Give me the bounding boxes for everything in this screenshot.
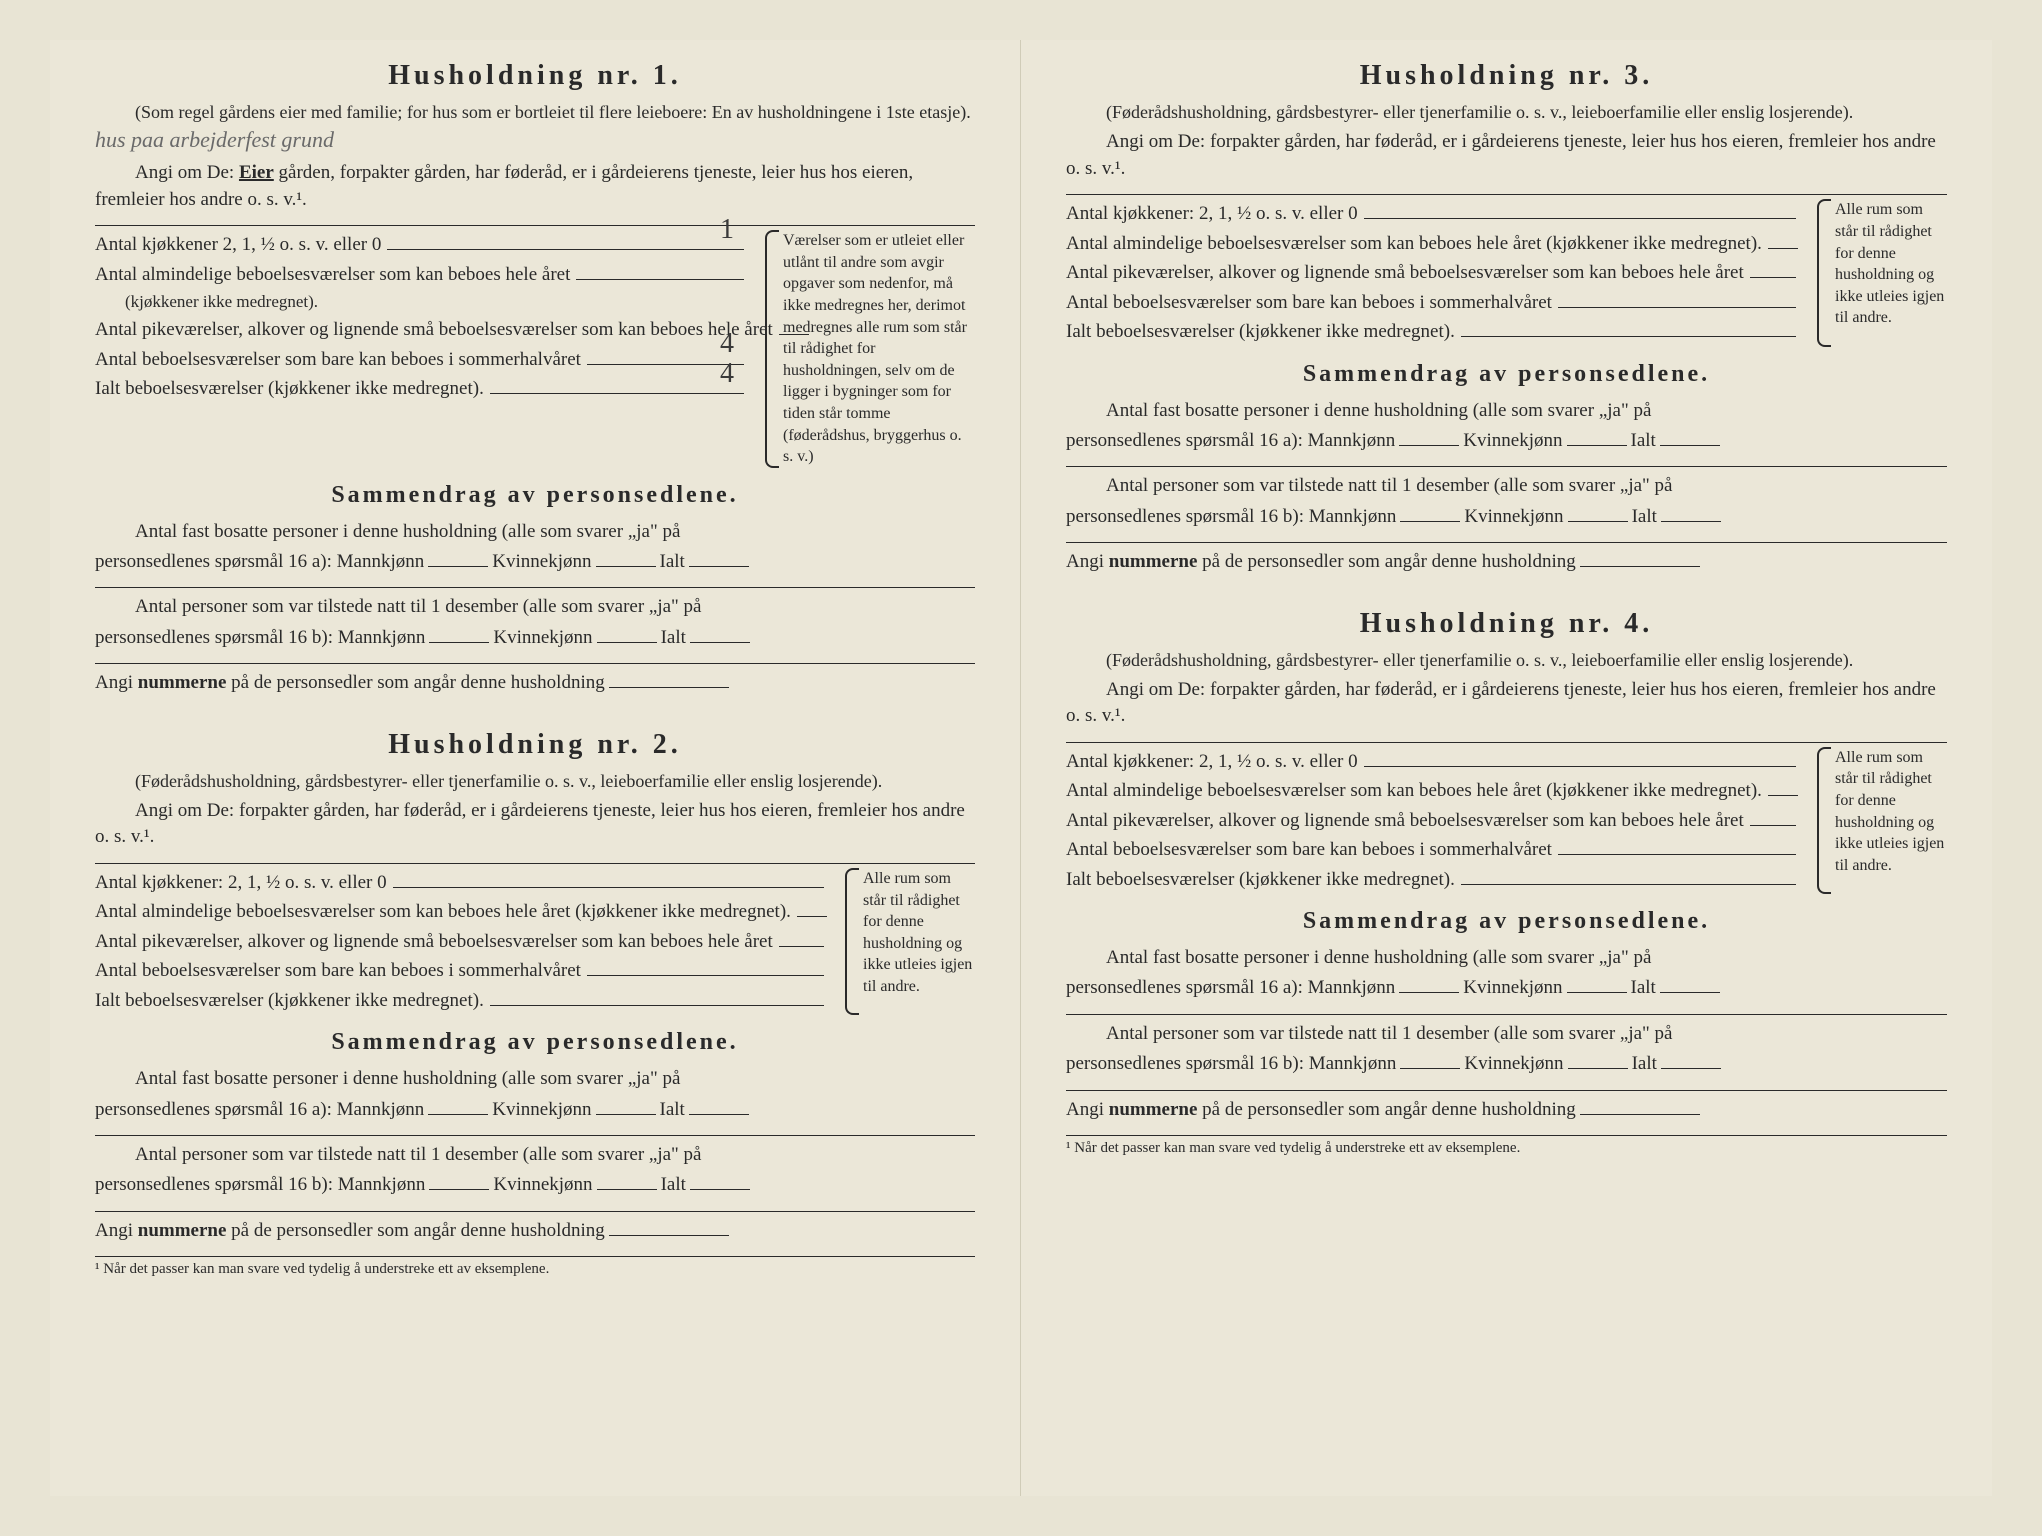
- brace-icon: [845, 868, 859, 1015]
- divider: [1066, 194, 1947, 195]
- household-1-title: Husholdning nr. 1.: [95, 60, 975, 92]
- summary-3-line3: Angi nummerne på de personsedler som ang…: [1066, 547, 1947, 577]
- row-kitchens: Antal kjøkkener: 2, 1, ½ o. s. v. eller …: [95, 868, 830, 897]
- row-total-rooms: Ialt beboelsesværelser (kjøkkener ikke m…: [1066, 865, 1802, 894]
- household-3-instruction: Angi om De: forpakter gården, har føderå…: [1066, 129, 1947, 182]
- household-4-instruction: Angi om De: forpakter gården, har føderå…: [1066, 677, 1947, 730]
- summary-title-3: Sammendrag av personsedlene.: [1066, 361, 1947, 388]
- row-summer-rooms: Antal beboelsesværelser som bare kan beb…: [1066, 835, 1802, 864]
- page-left: Husholdning nr. 1. (Som regel gårdens ei…: [50, 40, 1021, 1496]
- row-rooms-year: Antal almindelige beboelsesværelser som …: [95, 260, 750, 289]
- summary-2-line2a: Antal personer som var tilstede natt til…: [95, 1140, 975, 1170]
- row-kitchens: Antal kjøkkener 2, 1, ½ o. s. v. eller 0…: [95, 230, 750, 259]
- row-summer-rooms: Antal beboelsesværelser som bare kan beb…: [95, 345, 750, 374]
- summary-3-line1b: personsedlenes spørsmål 16 a): Mannkjønn…: [1066, 426, 1947, 456]
- footnote-left: ¹ Når det passer kan man svare ved tydel…: [95, 1261, 975, 1278]
- household-3-subtitle: (Føderådshusholdning, gårdsbestyrer- ell…: [1066, 100, 1947, 125]
- footnote-right: ¹ Når det passer kan man svare ved tydel…: [1066, 1140, 1947, 1157]
- household-3-title: Husholdning nr. 3.: [1066, 60, 1947, 92]
- household-1-instruction: Angi om De: Eier gården, forpakter gårde…: [95, 160, 975, 213]
- divider: [1066, 466, 1947, 467]
- divider: [1066, 1014, 1947, 1015]
- household-4-title: Husholdning nr. 4.: [1066, 608, 1947, 640]
- summary-title-4: Sammendrag av personsedlene.: [1066, 908, 1947, 935]
- divider: [1066, 1135, 1947, 1136]
- summary-title-2: Sammendrag av personsedlene.: [95, 1029, 975, 1056]
- divider: [1066, 742, 1947, 743]
- row-small-rooms: Antal pikeværelser, alkover og lignende …: [1066, 806, 1802, 835]
- divider: [95, 587, 975, 588]
- summary-3-line1a: Antal fast bosatte personer i denne hush…: [1066, 396, 1947, 426]
- household-1-subtitle: (Som regel gårdens eier med familie; for…: [95, 100, 975, 156]
- household-2-rows: Antal kjøkkener: 2, 1, ½ o. s. v. eller …: [95, 868, 975, 1015]
- summary-1-line1b: personsedlenes spørsmål 16 a): Mannkjønn…: [95, 547, 975, 577]
- summary-1-line2a: Antal personer som var tilstede natt til…: [95, 592, 975, 622]
- brace-icon: [1817, 199, 1831, 346]
- household-2-sidenote: Alle rum som står til rådighet for denne…: [845, 868, 975, 1015]
- row-rooms-year: Antal almindelige beboelsesværelser som …: [1066, 229, 1802, 258]
- household-3-rows: Antal kjøkkener: 2, 1, ½ o. s. v. eller …: [1066, 199, 1947, 346]
- row-summer-rooms: Antal beboelsesværelser som bare kan beb…: [95, 956, 830, 985]
- household-4-rows: Antal kjøkkener: 2, 1, ½ o. s. v. eller …: [1066, 747, 1947, 894]
- summary-4-line3: Angi nummerne på de personsedler som ang…: [1066, 1095, 1947, 1125]
- summary-3-line2a: Antal personer som var tilstede natt til…: [1066, 471, 1947, 501]
- household-4: Husholdning nr. 4. (Føderådshusholdning,…: [1066, 608, 1947, 1158]
- page-right: Husholdning nr. 3. (Føderådshusholdning,…: [1021, 40, 1992, 1496]
- row-total-rooms: Ialt beboelsesværelser (kjøkkener ikke m…: [1066, 317, 1802, 346]
- handwritten-note: hus paa arbejderfest grund: [95, 127, 334, 152]
- row-small-rooms: Antal pikeværelser, alkover og lignende …: [95, 927, 830, 956]
- summary-2-line1b: personsedlenes spørsmål 16 a): Mannkjønn…: [95, 1095, 975, 1125]
- row-small-rooms: Antal pikeværelser, alkover og lignende …: [1066, 258, 1802, 287]
- summary-title-1: Sammendrag av personsedlene.: [95, 482, 975, 509]
- divider: [1066, 542, 1947, 543]
- summary-2-line3: Angi nummerne på de personsedler som ang…: [95, 1216, 975, 1246]
- row-small-rooms: Antal pikeværelser, alkover og lignende …: [95, 315, 750, 344]
- divider: [95, 863, 975, 864]
- row-rooms-year: Antal almindelige beboelsesværelser som …: [95, 897, 830, 926]
- household-1-sidenote: Værelser som er utleiet eller utlånt til…: [765, 230, 975, 468]
- summary-4-line1b: personsedlenes spørsmål 16 a): Mannkjønn…: [1066, 973, 1947, 1003]
- household-4-sidenote: Alle rum som står til rådighet for denne…: [1817, 747, 1947, 894]
- summary-4-line2b: personsedlenes spørsmål 16 b): Mannkjønn…: [1066, 1049, 1947, 1079]
- summary-2-line2b: personsedlenes spørsmål 16 b): Mannkjønn…: [95, 1170, 975, 1200]
- summary-1-line3: Angi nummerne på de personsedler som ang…: [95, 668, 975, 698]
- summary-2-line1a: Antal fast bosatte personer i denne hush…: [95, 1064, 975, 1094]
- row-rooms-year: Antal almindelige beboelsesværelser som …: [1066, 776, 1802, 805]
- divider: [95, 1256, 975, 1257]
- household-3: Husholdning nr. 3. (Føderådshusholdning,…: [1066, 60, 1947, 578]
- divider: [95, 1135, 975, 1136]
- brace-icon: [765, 230, 779, 468]
- summary-1-line1a: Antal fast bosatte personer i denne hush…: [95, 517, 975, 547]
- divider: [1066, 1090, 1947, 1091]
- household-2-subtitle: (Føderådshusholdning, gårdsbestyrer- ell…: [95, 769, 975, 794]
- household-2-instruction: Angi om De: forpakter gården, har føderå…: [95, 798, 975, 851]
- household-2: Husholdning nr. 2. (Føderådshusholdning,…: [95, 729, 975, 1279]
- summary-4-line1a: Antal fast bosatte personer i denne hush…: [1066, 943, 1947, 973]
- row-total-rooms: Ialt beboelsesværelser (kjøkkener ikke m…: [95, 986, 830, 1015]
- household-3-sidenote: Alle rum som står til rådighet for denne…: [1817, 199, 1947, 346]
- row-total-rooms: Ialt beboelsesværelser (kjøkkener ikke m…: [95, 374, 750, 403]
- household-2-title: Husholdning nr. 2.: [95, 729, 975, 761]
- row-kitchens: Antal kjøkkener: 2, 1, ½ o. s. v. eller …: [1066, 747, 1802, 776]
- divider: [95, 225, 975, 226]
- household-1-rows: Antal kjøkkener 2, 1, ½ o. s. v. eller 0…: [95, 230, 975, 468]
- summary-1-line2b: personsedlenes spørsmål 16 b): Mannkjønn…: [95, 623, 975, 653]
- summary-3-line2b: personsedlenes spørsmål 16 b): Mannkjønn…: [1066, 502, 1947, 532]
- divider: [95, 1211, 975, 1212]
- household-1: Husholdning nr. 1. (Som regel gårdens ei…: [95, 60, 975, 699]
- summary-4-line2a: Antal personer som var tilstede natt til…: [1066, 1019, 1947, 1049]
- household-4-subtitle: (Føderådshusholdning, gårdsbestyrer- ell…: [1066, 648, 1947, 673]
- row-rooms-year-sub: (kjøkkener ikke medregnet).: [95, 289, 750, 315]
- row-summer-rooms: Antal beboelsesværelser som bare kan beb…: [1066, 288, 1802, 317]
- divider: [95, 663, 975, 664]
- brace-icon: [1817, 747, 1831, 894]
- row-kitchens: Antal kjøkkener: 2, 1, ½ o. s. v. eller …: [1066, 199, 1802, 228]
